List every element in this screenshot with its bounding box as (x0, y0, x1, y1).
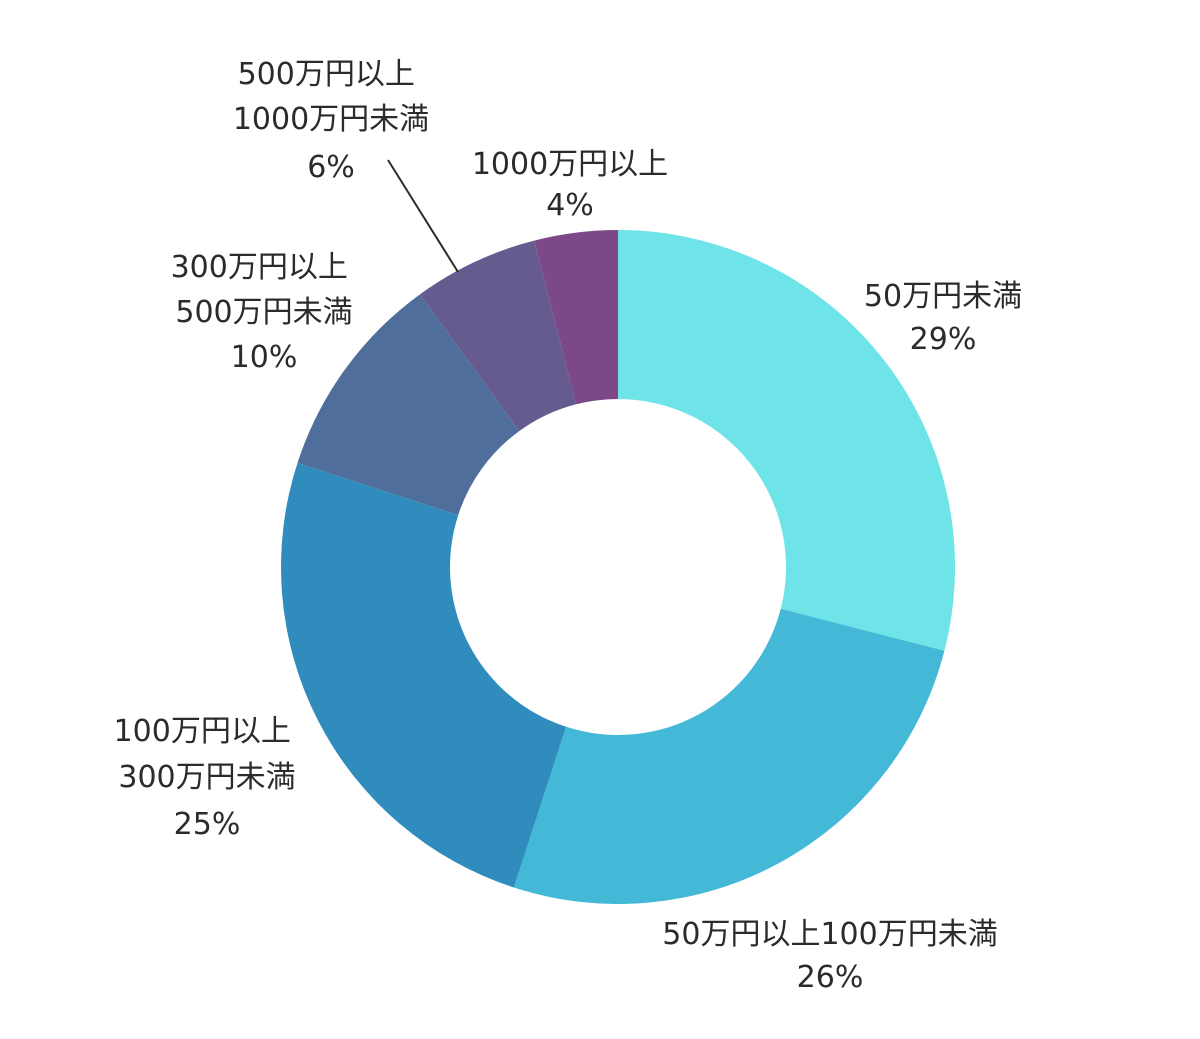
donut-slice-2 (281, 462, 567, 888)
leader-lines (387, 159, 459, 273)
slice-value-4: 6% (307, 150, 355, 185)
donut-slice-5 (534, 230, 618, 405)
slice-value-3: 10% (231, 340, 298, 375)
donut-slice-0 (618, 230, 956, 651)
slice-label-4: 500万円以上 1000万円未満 (233, 57, 429, 137)
slice-value-1: 26% (797, 960, 864, 995)
slice-value-0: 29% (910, 322, 977, 357)
donut-slice-1 (513, 608, 945, 904)
slice-label-0: 50万円未満 (864, 279, 1022, 314)
slice-value-5: 4% (546, 188, 594, 223)
slice-label-2: 100万円以上 300万円未満 (114, 714, 301, 795)
slice-value-2: 25% (174, 807, 241, 842)
slice-label-5: 1000万円以上 (472, 147, 668, 182)
donut-slice-4 (419, 240, 577, 432)
leader-line-4 (387, 159, 459, 273)
slice-label-1: 50万円以上100万円未満 (662, 917, 997, 952)
donut-slice-3 (297, 294, 520, 516)
slice-label-3: 300万円以上 500万円未満 (171, 250, 358, 330)
donut-slices (281, 230, 956, 904)
